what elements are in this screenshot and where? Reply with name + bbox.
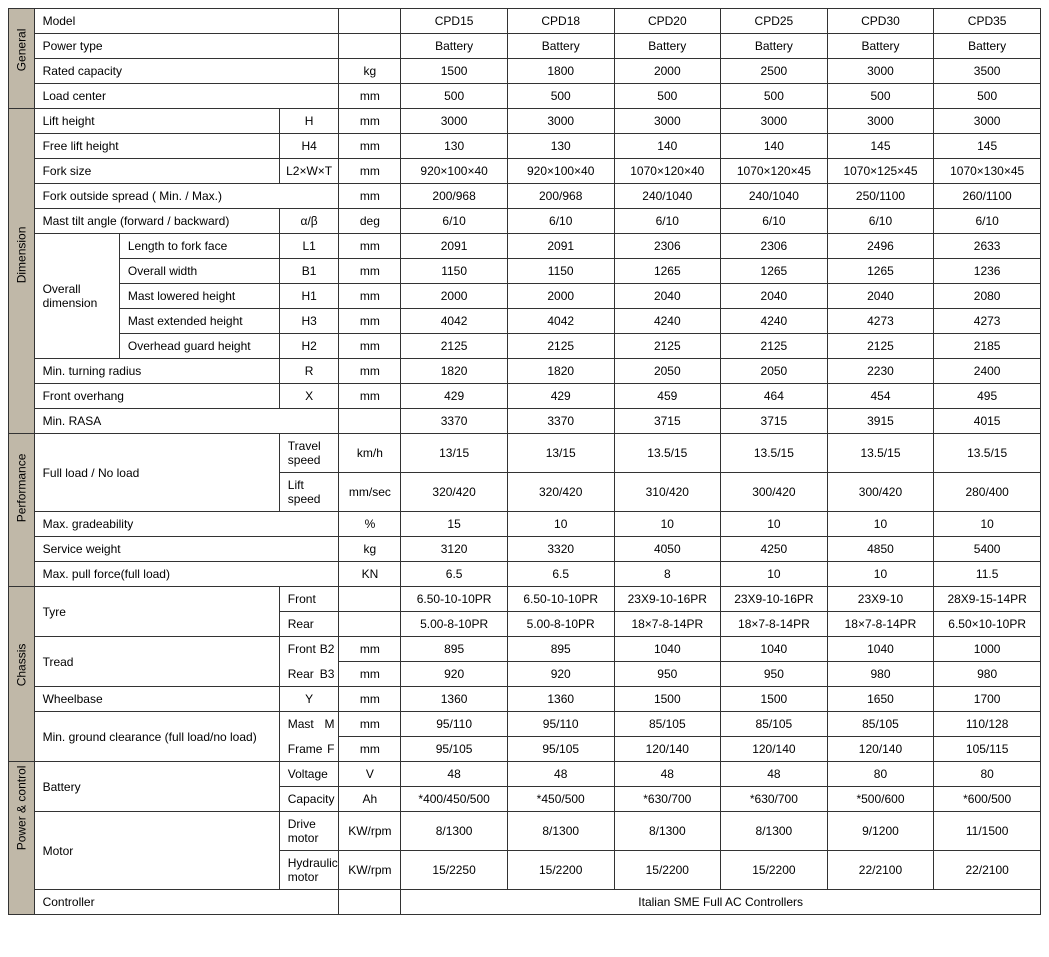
spec-table: General Model CPD15 CPD18 CPD20 CPD25 CP…	[8, 8, 1041, 915]
table-row: Overall width B1 mm 11501150126512651265…	[9, 259, 1041, 284]
category-dimension: Dimension	[9, 109, 35, 434]
table-row: Max. pull force(full load) KN 6.56.58101…	[9, 562, 1041, 587]
category-performance: Performance	[9, 434, 35, 587]
model-header: CPD18	[507, 9, 614, 34]
category-chassis: Chassis	[9, 587, 35, 762]
table-row: Power type Battery Battery Battery Batte…	[9, 34, 1041, 59]
table-row: Min. turning radius R mm 182018202050205…	[9, 359, 1041, 384]
table-row: Rated capacity kg 1500180020002500300035…	[9, 59, 1041, 84]
category-power-control: Power & control	[9, 762, 35, 915]
table-row: Service weight kg 3120332040504250485054…	[9, 537, 1041, 562]
model-header: CPD15	[401, 9, 508, 34]
table-row: Tread FrontB2 mm 8958951040104010401000	[9, 637, 1041, 662]
table-row: Motor Drive motor KW/rpm 8/13008/13008/1…	[9, 812, 1041, 851]
table-row: Front overhang X mm 429429459464454495	[9, 384, 1041, 409]
label-overall-dimension: Overall dimension	[34, 234, 119, 359]
table-row: Chassis Tyre Front 6.50-10-10PR6.50-10-1…	[9, 587, 1041, 612]
model-header: CPD20	[614, 9, 721, 34]
table-row: Power & control Battery Voltage V 484848…	[9, 762, 1041, 787]
table-row: Mast extended height H3 mm 4042404242404…	[9, 309, 1041, 334]
model-header: CPD30	[827, 9, 934, 34]
table-row: Performance Full load / No load Travel s…	[9, 434, 1041, 473]
table-row: Fork outside spread ( Min. / Max.) mm 20…	[9, 184, 1041, 209]
controller-value: Italian SME Full AC Controllers	[401, 890, 1041, 915]
table-row: Mast lowered height H1 mm 20002000204020…	[9, 284, 1041, 309]
table-row: Min. ground clearance (full load/no load…	[9, 712, 1041, 737]
table-row: Controller Italian SME Full AC Controlle…	[9, 890, 1041, 915]
table-row: Mast tilt angle (forward / backward) α/β…	[9, 209, 1041, 234]
table-row: Max. gradeability % 151010101010	[9, 512, 1041, 537]
table-row: Load center mm 500500500500500500	[9, 84, 1041, 109]
table-row: Dimension Lift height H mm 3000300030003…	[9, 109, 1041, 134]
model-header: CPD25	[721, 9, 828, 34]
model-header: CPD35	[934, 9, 1041, 34]
table-row: General Model CPD15 CPD18 CPD20 CPD25 CP…	[9, 9, 1041, 34]
category-general: General	[9, 9, 35, 109]
table-row: Fork size L2×W×T mm 920×100×40920×100×40…	[9, 159, 1041, 184]
table-row: Wheelbase Y mm 136013601500150016501700	[9, 687, 1041, 712]
table-row: Overall dimension Length to fork face L1…	[9, 234, 1041, 259]
table-row: Free lift height H4 mm 13013014014014514…	[9, 134, 1041, 159]
label-model: Model	[34, 9, 339, 34]
table-row: Overhead guard height H2 mm 212521252125…	[9, 334, 1041, 359]
table-row: Min. RASA 337033703715371539154015	[9, 409, 1041, 434]
